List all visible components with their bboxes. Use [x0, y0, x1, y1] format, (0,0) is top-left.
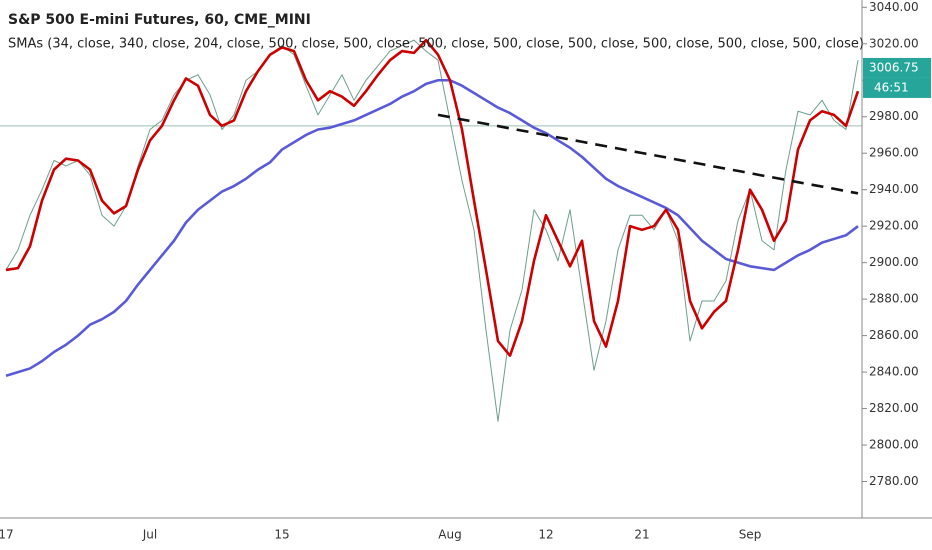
y-tick-label: 3020.00: [869, 36, 919, 50]
sma-line: [5, 38, 860, 357]
last-price-box: [863, 57, 931, 78]
y-tick-label: 2980.00: [869, 109, 919, 123]
x-tick-label: Aug: [438, 528, 461, 542]
chart-subtitle: SMAs (34, close, 340, close, 204, close,…: [8, 37, 864, 52]
y-tick-label: 2880.00: [869, 292, 919, 306]
y-tick-label: 2840.00: [869, 365, 919, 379]
y-tick-label: 3040.00: [869, 0, 919, 14]
y-tick-label: 2960.00: [869, 146, 919, 160]
x-tick-label: 21: [634, 528, 649, 542]
last-price-label: 3006.75: [869, 60, 919, 74]
y-tick-label: 2780.00: [869, 474, 919, 488]
x-tick-label: Jul: [142, 528, 157, 542]
x-tick-label: Sep: [739, 528, 762, 542]
y-tick-label: 2940.00: [869, 182, 919, 196]
trend-line: [437, 113, 859, 195]
sma-line: [5, 78, 859, 377]
plot-area: [0, 38, 862, 422]
y-tick-label: 2800.00: [869, 438, 919, 452]
y-tick-label: 2920.00: [869, 219, 919, 233]
x-tick-label: 15: [274, 528, 289, 542]
y-tick-label: 2860.00: [869, 328, 919, 342]
countdown-label: 46:51: [874, 80, 909, 94]
x-tick-label: 12: [538, 528, 553, 542]
x-tick-label: 17: [0, 528, 14, 542]
chart-title: S&P 500 E-mini Futures, 60, CME_MINI: [8, 12, 311, 28]
y-tick-label: 2820.00: [869, 401, 919, 415]
y-tick-label: 2900.00: [869, 255, 919, 269]
countdown-box: [863, 77, 931, 98]
price-line-series: [5, 39, 859, 422]
